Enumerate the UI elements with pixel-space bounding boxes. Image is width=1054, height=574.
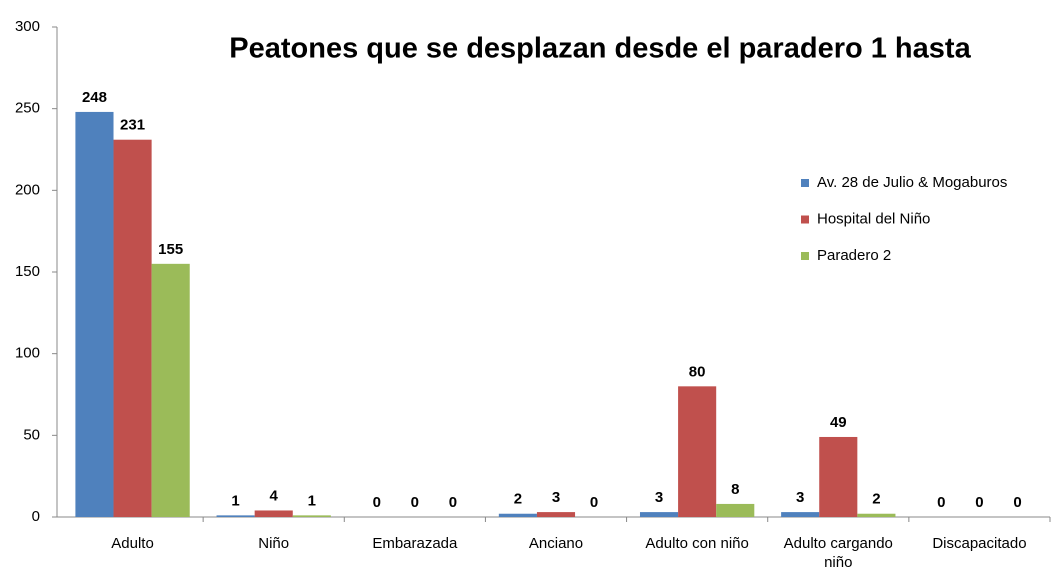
x-tick-label: Embarazada [372,535,458,552]
y-tick-label: 200 [15,181,40,198]
value-label: 0 [373,494,381,511]
bar [781,512,820,517]
bar [678,386,717,517]
bar [113,139,152,517]
x-tick-label: Discapacitado [932,535,1027,552]
chart-title: Peatones que se desplazan desde el parad… [229,33,971,65]
x-tick-label: Adulto [111,535,154,552]
bar [819,436,858,517]
y-tick-label: 150 [15,263,40,280]
x-tick-label: Niño [258,535,290,552]
x-tick-label: Anciano [528,535,584,552]
bar [292,515,331,517]
bar [75,111,114,517]
y-tick-label: 0 [32,508,40,525]
bar [254,510,293,517]
legend-label: Hospital del Niño [817,210,930,227]
bar [151,263,190,517]
bar [716,503,755,517]
value-label: 8 [731,481,739,498]
bar [216,515,255,517]
value-label: 49 [830,414,847,431]
value-label: 0 [449,494,457,511]
x-tick-label: Adulto con niño [645,535,749,552]
value-label: 0 [1013,494,1021,511]
legend-label: Av. 28 de Julio & Mogaburos [817,174,1007,191]
value-label: 3 [655,489,663,506]
bar [857,513,896,517]
y-tick-label: 250 [15,100,40,117]
y-tick-label: 100 [15,345,40,362]
x-tick-label: Adulto cargando niño [783,535,893,571]
value-label: 2 [872,491,880,508]
legend-swatch [801,179,809,187]
legend-swatch [801,252,809,260]
value-label: 0 [590,494,598,511]
y-tick-label: 50 [23,426,40,443]
value-label: 248 [82,89,107,106]
value-label: 0 [937,494,945,511]
value-label: 3 [552,489,560,506]
value-label: 1 [308,492,316,509]
value-label: 2 [514,491,522,508]
value-label: 4 [270,487,279,504]
value-label: 0 [975,494,983,511]
bar [639,512,679,517]
value-label: 231 [120,117,145,134]
bar [536,512,576,517]
value-label: 0 [411,494,419,511]
legend-swatch [801,215,809,224]
value-label: 3 [796,489,804,506]
y-tick-label: 300 [15,18,40,35]
bar [498,513,537,517]
value-label: 80 [689,363,706,380]
value-label: 155 [158,241,183,258]
legend-label: Paradero 2 [817,247,891,264]
value-label: 1 [231,492,239,509]
